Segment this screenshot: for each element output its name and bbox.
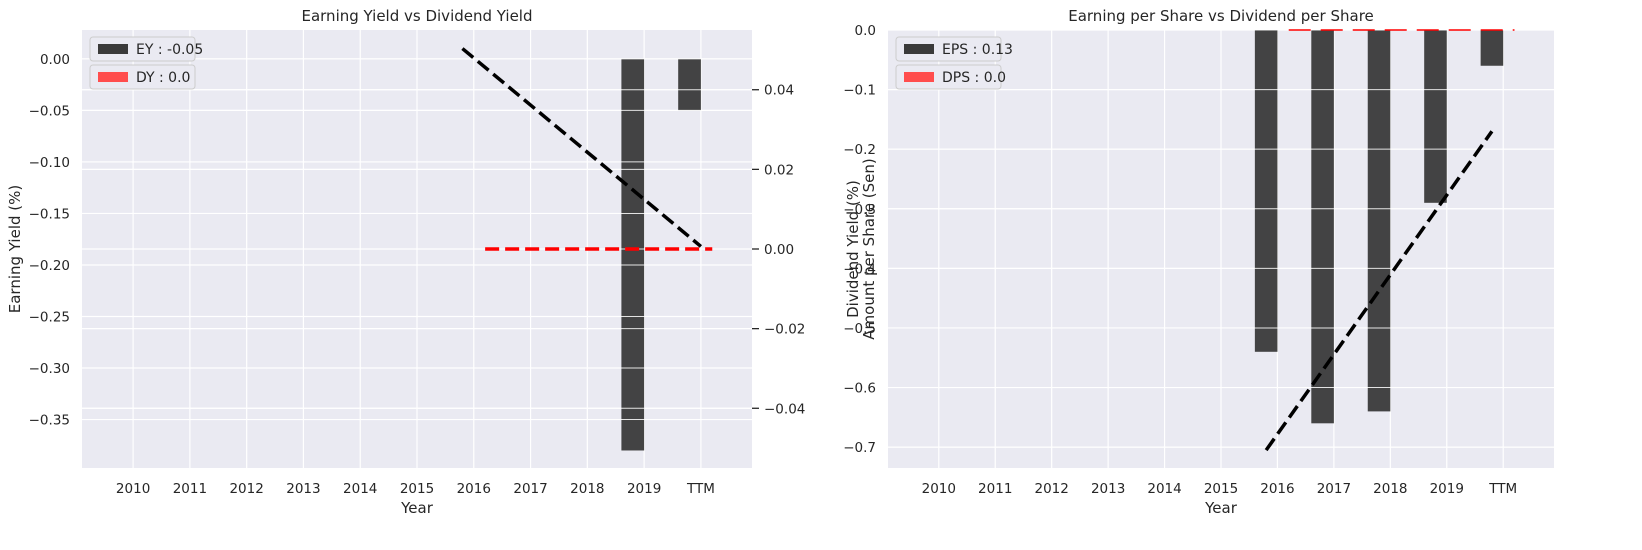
legend-swatch bbox=[98, 72, 128, 82]
y-tick-label: −0.15 bbox=[29, 206, 70, 222]
y-tick-label: −0.7 bbox=[843, 440, 876, 456]
right-y-tick-label: 0.04 bbox=[764, 83, 794, 99]
chart-title: Earning per Share vs Dividend per Share bbox=[1068, 7, 1374, 25]
earning-yield-chart: 2010 2011 2012 2013 2014 2015 2016 2017 2018 2019… bbox=[6, 7, 862, 517]
trend-line bbox=[1264, 130, 1494, 452]
x-tick-label: 2011 bbox=[978, 481, 1012, 497]
x-tick-label: 2019 bbox=[1430, 481, 1464, 497]
y-tick-label: −0.6 bbox=[843, 381, 876, 397]
bar bbox=[1311, 30, 1334, 424]
y-tick-label: −0.30 bbox=[29, 361, 70, 377]
right-tick-labels: 0.04 0.02 0.00 −0.02 −0.04 bbox=[752, 83, 805, 417]
bar bbox=[678, 58, 701, 111]
trend-line bbox=[461, 47, 703, 248]
y-tick-label: −0.2 bbox=[843, 142, 876, 158]
right-y-tick-label: −0.04 bbox=[764, 401, 805, 417]
legend-box bbox=[89, 36, 196, 62]
x-tick-label: TTM bbox=[686, 481, 715, 497]
legend-box bbox=[895, 36, 1002, 62]
y-tick-label: −0.05 bbox=[29, 103, 70, 119]
chart-title: Earning Yield vs Dividend Yield bbox=[301, 7, 532, 25]
x-tick-label: 2014 bbox=[343, 481, 377, 497]
y-tick-label: 0.0 bbox=[855, 23, 876, 39]
x-tick-label: 2014 bbox=[1147, 481, 1181, 497]
right-y-tick-label: 0.00 bbox=[764, 242, 794, 258]
legend-label: DY : 0.0 bbox=[136, 70, 190, 86]
legend-box bbox=[895, 64, 1002, 90]
right-y-tick-label: 0.02 bbox=[764, 162, 794, 178]
x-axis-label: Year bbox=[400, 499, 434, 517]
x-tick-label: 2012 bbox=[229, 481, 263, 497]
legend-label: EY : -0.05 bbox=[136, 42, 203, 58]
bar bbox=[621, 58, 645, 451]
legend-label: DPS : 0.0 bbox=[942, 70, 1006, 86]
x-axis-label: Year bbox=[1204, 499, 1238, 517]
earning-per-share-chart: 2010 2011 2012 2013 2014 2015 2016 2017 2018 2019… bbox=[843, 7, 1554, 517]
y-tick-label: −0.20 bbox=[29, 258, 70, 274]
x-tick-label: 2017 bbox=[513, 481, 547, 497]
y-tick-label: 0.00 bbox=[40, 52, 70, 68]
x-tick-label: 2015 bbox=[400, 481, 434, 497]
x-tick-label: 2016 bbox=[1260, 481, 1294, 497]
x-tick-label: 2011 bbox=[173, 481, 207, 497]
x-tick-label: 2013 bbox=[286, 481, 320, 497]
bar bbox=[1480, 30, 1504, 66]
tick-labels: 2010 2011 2012 2013 2014 2015 2016 2017 2018 2019… bbox=[29, 52, 715, 497]
y-tick-label: −0.1 bbox=[843, 83, 876, 99]
right-y-tick-label: −0.02 bbox=[764, 322, 805, 338]
bar bbox=[1367, 30, 1391, 412]
x-tick-label: 2019 bbox=[627, 481, 661, 497]
y-tick-label: −0.5 bbox=[843, 321, 876, 337]
y-tick-label: −0.10 bbox=[29, 155, 70, 171]
x-tick-label: 2018 bbox=[570, 481, 604, 497]
y-axis-label: Earning Yield (%) bbox=[6, 185, 24, 313]
y-tick-label: −0.35 bbox=[29, 413, 70, 429]
legend-swatch bbox=[98, 44, 128, 54]
y-tick-label: −0.3 bbox=[843, 202, 876, 218]
y-tick-label: −0.4 bbox=[843, 261, 876, 277]
x-tick-label: 2010 bbox=[922, 481, 956, 497]
trend-lines bbox=[461, 47, 713, 251]
tick-labels: 2010 2011 2012 2013 2014 2015 2016 2017 2018 2019… bbox=[843, 23, 1517, 497]
trend-lines bbox=[1264, 29, 1515, 452]
bar bbox=[1424, 30, 1447, 203]
x-tick-label: 2013 bbox=[1091, 481, 1125, 497]
x-tick-label: 2015 bbox=[1204, 481, 1238, 497]
grid-overlay bbox=[888, 29, 1554, 448]
x-tick-label: TTM bbox=[1488, 481, 1517, 497]
right-y-axis-label: Dividend Yield (%) bbox=[844, 180, 862, 318]
x-tick-label: 2012 bbox=[1034, 481, 1068, 497]
x-tick-label: 2010 bbox=[116, 481, 150, 497]
legend-label: EPS : 0.13 bbox=[942, 42, 1013, 58]
bars bbox=[82, 58, 752, 451]
legend-swatch bbox=[904, 44, 934, 54]
x-tick-label: 2016 bbox=[457, 481, 491, 497]
y-axis-label: Amount per Share (Sen) bbox=[860, 158, 878, 339]
legend: EY : -0.05 DY : 0.0 bbox=[89, 36, 203, 90]
bar bbox=[1254, 30, 1278, 352]
legend-swatch bbox=[904, 72, 934, 82]
legend: EPS : 0.13 DPS : 0.0 bbox=[895, 36, 1013, 90]
y-tick-label: −0.25 bbox=[29, 310, 70, 326]
x-tick-label: 2018 bbox=[1373, 481, 1407, 497]
x-tick-label: 2017 bbox=[1317, 481, 1351, 497]
legend-box bbox=[89, 64, 196, 90]
bars bbox=[888, 29, 1554, 448]
